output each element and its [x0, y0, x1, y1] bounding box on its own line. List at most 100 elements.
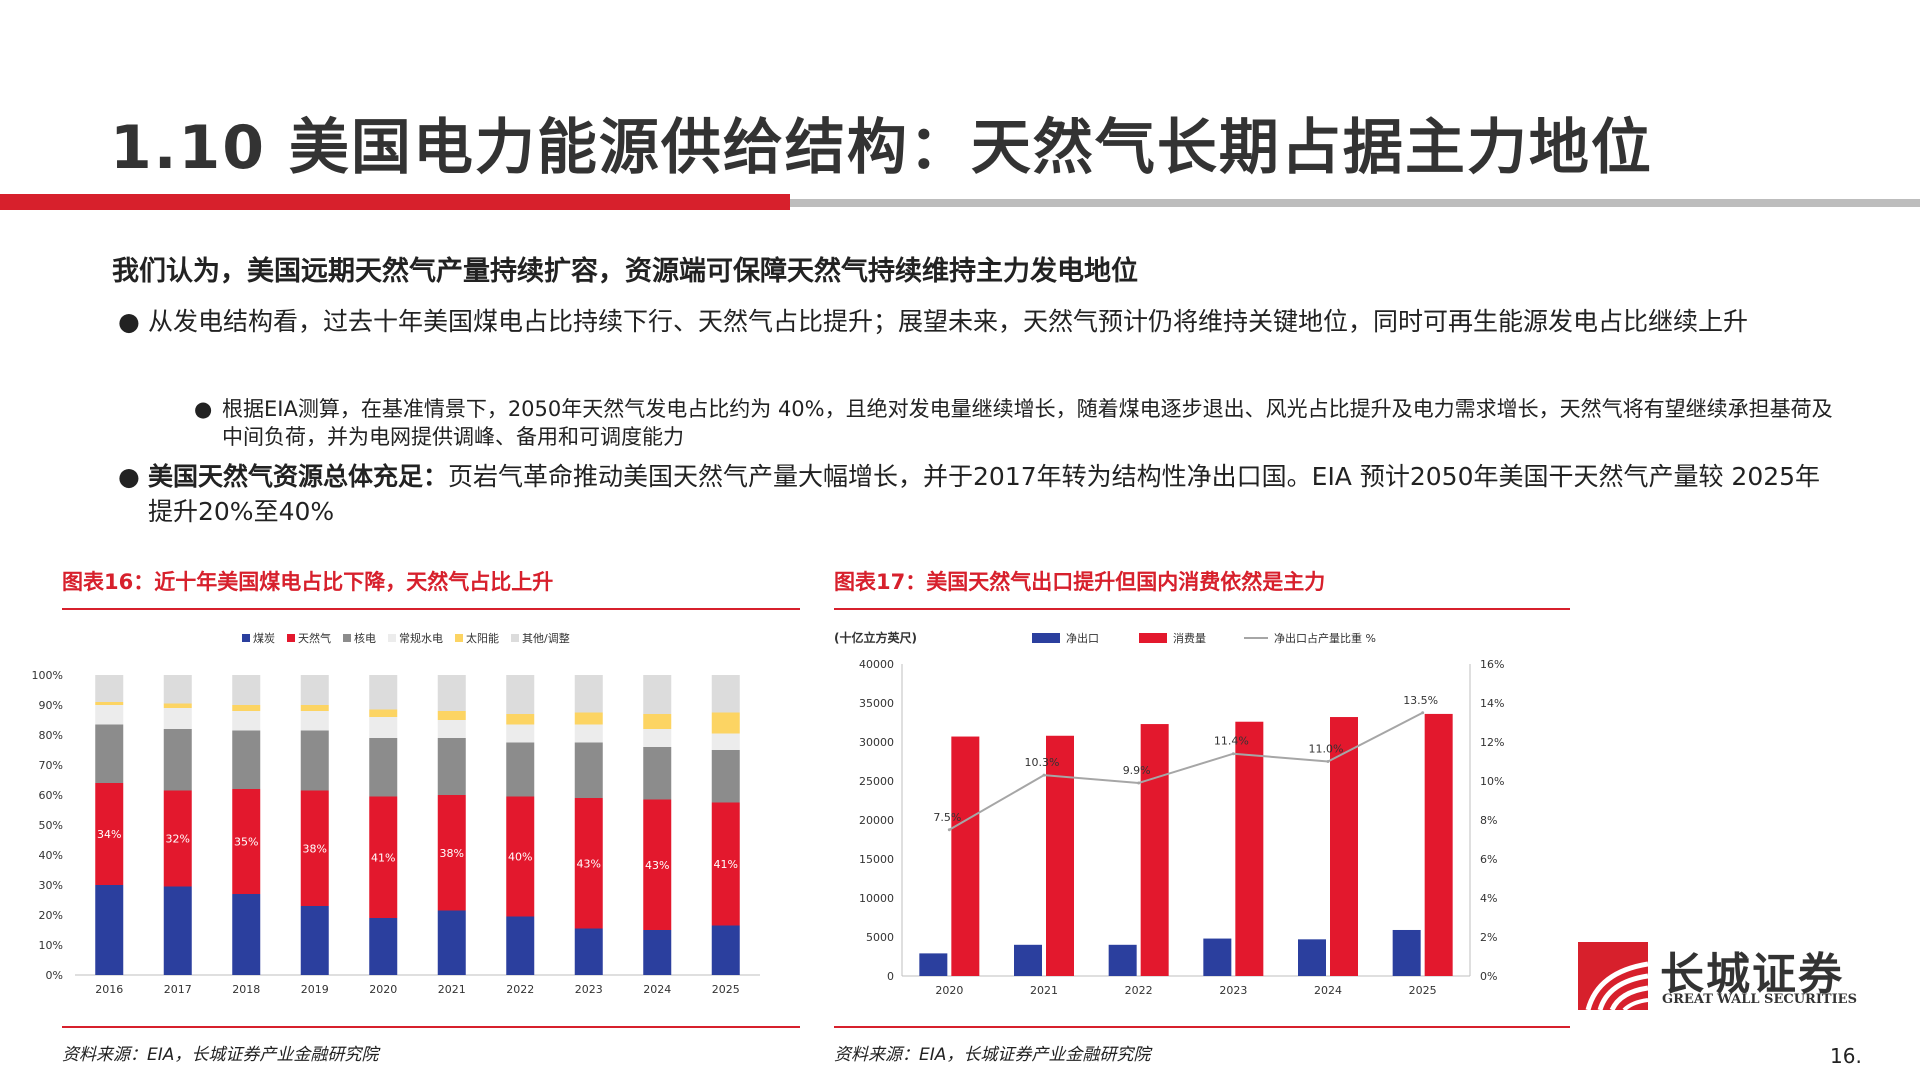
line-point — [1326, 760, 1330, 763]
bullet-text: 页岩气革命推动美国天然气产量大幅增长，并于2017年转为结构性净出口国。EIA … — [148, 462, 1821, 526]
data-label: 9.9% — [1123, 764, 1151, 777]
y-tick-label: 80% — [39, 729, 63, 742]
bar-segment-煤炭 — [643, 930, 672, 975]
y-tick-label: 0% — [46, 969, 63, 982]
bar-净出口 — [919, 953, 948, 976]
bar-净出口 — [1298, 939, 1326, 976]
bar-segment-天然气 — [506, 796, 535, 917]
bullet-text: 从发电结构看，过去十年美国煤电占比持续下行、天然气占比提升；展望未来，天然气预计… — [148, 307, 1749, 336]
bar-segment-天然气 — [643, 799, 672, 930]
y-tick-label: 60% — [39, 789, 63, 802]
bar-净出口 — [1203, 938, 1232, 976]
bar-segment-常规水电 — [643, 729, 672, 747]
legend-label: 常规水电 — [399, 631, 443, 645]
bullet-text: 根据EIA测算，在基准情景下，2050年天然气发电占比约为 40%，且绝对发电量… — [222, 397, 1833, 449]
bar-segment-常规水电 — [232, 711, 261, 731]
y2-tick-label: 4% — [1480, 892, 1497, 905]
y-tick-label: 70% — [39, 759, 63, 772]
x-tick-label: 2022 — [506, 983, 534, 996]
legend-swatch — [242, 634, 250, 642]
logo-english-name: GREAT WALL SECURITIES — [1662, 992, 1857, 1007]
bar-segment-天然气 — [95, 783, 124, 885]
bar-segment-核电 — [437, 738, 466, 795]
title-underline — [0, 194, 1920, 210]
bar-消费量 — [951, 736, 980, 976]
company-logo: 长城证券 GREAT WALL SECURITIES — [1578, 942, 1868, 1010]
bar-净出口 — [1392, 929, 1421, 976]
bar-segment-常规水电 — [711, 733, 740, 750]
data-label: 43% — [577, 857, 601, 870]
bar-segment-核电 — [574, 742, 603, 798]
y-tick-label: 50% — [39, 819, 63, 832]
y-tick-label: 100% — [32, 669, 63, 682]
bar-segment-常规水电 — [300, 711, 329, 731]
x-tick-label: 2020 — [935, 984, 963, 997]
data-label: 41% — [371, 851, 395, 864]
fig17-bottom-rule — [834, 1026, 1570, 1028]
x-tick-label: 2022 — [1125, 984, 1153, 997]
x-tick-label: 2021 — [1030, 984, 1058, 997]
legend-label: 太阳能 — [466, 631, 499, 645]
y2-tick-label: 12% — [1480, 736, 1504, 749]
y-tick-label: 90% — [39, 699, 63, 712]
bar-segment-核电 — [163, 729, 192, 791]
bar-segment-太阳能 — [574, 712, 603, 725]
bar-segment-太阳能 — [711, 712, 740, 734]
y-tick-label: 20% — [39, 909, 63, 922]
legend-swatch — [343, 634, 351, 642]
bar-segment-煤炭 — [506, 916, 535, 975]
title-underline-grey — [790, 199, 1920, 207]
x-tick-label: 2025 — [1409, 984, 1437, 997]
bar-segment-太阳能 — [506, 714, 535, 725]
legend-label: 天然气 — [298, 631, 331, 645]
data-label: 43% — [645, 859, 669, 872]
y-tick-label: 10% — [39, 939, 63, 952]
fig17-source: 资料来源：EIA，长城证券产业金融研究院 — [834, 1045, 1151, 1065]
y2-tick-label: 14% — [1480, 697, 1504, 710]
fig16-bottom-rule — [62, 1026, 800, 1028]
bullet-power-structure: ● 从发电结构看，过去十年美国煤电占比持续下行、天然气占比提升；展望未来，天然气… — [118, 304, 1828, 339]
legend-swatch — [511, 634, 519, 642]
bar-segment-常规水电 — [437, 720, 466, 738]
bar-segment-煤炭 — [300, 906, 329, 975]
bar-segment-太阳能 — [643, 714, 672, 729]
bar-segment-常规水电 — [574, 724, 603, 743]
bar-segment-煤炭 — [369, 918, 398, 975]
legend-label: 消费量 — [1173, 631, 1206, 645]
x-tick-label: 2018 — [232, 983, 260, 996]
legend-label: 煤炭 — [253, 632, 275, 645]
fig17-title: 图表17：美国天然气出口提升但国内消费依然是主力 — [834, 570, 1326, 594]
y-tick-label: 40% — [39, 849, 63, 862]
bar-segment-煤炭 — [163, 886, 192, 975]
bullet-dot-icon: ● — [118, 307, 140, 336]
page-number: 16. — [1830, 1044, 1862, 1068]
line-point — [1137, 781, 1141, 785]
x-tick-label: 2025 — [712, 983, 740, 996]
bar-segment-煤炭 — [232, 894, 261, 975]
bar-segment-常规水电 — [506, 724, 535, 743]
bar-segment-其他/调整 — [300, 675, 329, 705]
legend-label: 净出口占产量比重 % — [1274, 631, 1376, 645]
bar-segment-煤炭 — [95, 885, 124, 975]
data-label: 11.4% — [1214, 735, 1249, 748]
bar-segment-太阳能 — [437, 711, 466, 720]
x-tick-label: 2023 — [575, 983, 603, 996]
x-tick-label: 2017 — [164, 983, 192, 996]
y-tick-label: 0 — [887, 970, 894, 983]
bar-segment-天然气 — [711, 802, 740, 926]
legend-label: 其他/调整 — [522, 631, 570, 645]
bar-segment-天然气 — [300, 790, 329, 906]
data-label: 41% — [714, 858, 738, 871]
bullet-bold-lead: 美国天然气资源总体充足： — [148, 462, 449, 491]
x-tick-label: 2024 — [1314, 984, 1342, 997]
y2-tick-label: 16% — [1480, 658, 1504, 671]
bar-segment-天然气 — [574, 798, 603, 929]
bullet-dot-icon: ● — [194, 397, 213, 421]
data-label: 11.0% — [1309, 743, 1344, 756]
data-label: 32% — [166, 833, 190, 846]
fig16-title-rule — [62, 608, 800, 610]
great-wall-logo-icon — [1578, 942, 1648, 1010]
legend-swatch — [287, 634, 295, 642]
bar-segment-核电 — [95, 724, 124, 783]
legend-label: 净出口 — [1066, 631, 1099, 645]
